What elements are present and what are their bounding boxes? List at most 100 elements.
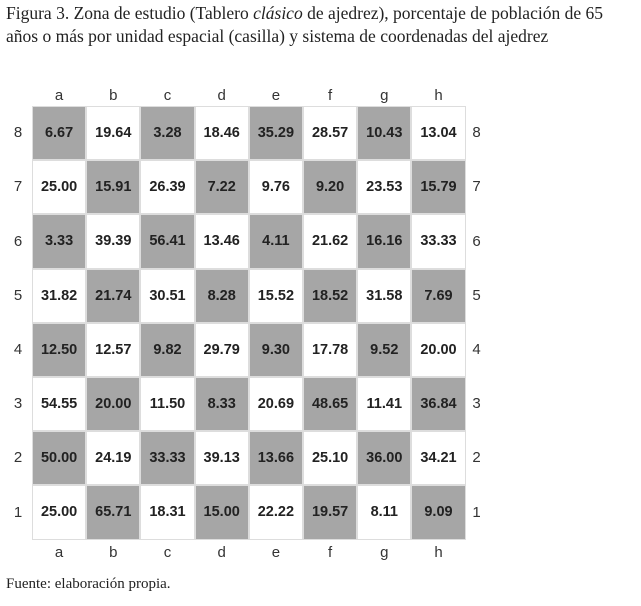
row-label: 2 xyxy=(472,449,481,467)
board-cell: 22.22 xyxy=(248,485,303,540)
column-label: a xyxy=(54,87,64,104)
board-cell: 36.00 xyxy=(357,431,412,486)
board-cell: 33.33 xyxy=(411,214,466,269)
board-cell: 31.58 xyxy=(357,268,412,323)
board-cell: 11.50 xyxy=(140,377,195,432)
board-cell: 7.22 xyxy=(194,160,249,215)
row-label: 3 xyxy=(472,395,481,413)
board-cell: 20.00 xyxy=(411,322,466,377)
column-label: g xyxy=(380,87,389,104)
board-cell: 21.62 xyxy=(303,214,358,269)
board-cell: 56.41 xyxy=(140,214,195,269)
row-label: 7 xyxy=(13,178,23,196)
board-cell: 17.78 xyxy=(303,322,358,377)
column-label: c xyxy=(163,87,172,104)
column-label: b xyxy=(109,543,118,561)
board-cell: 34.21 xyxy=(411,431,466,486)
column-label: d xyxy=(217,87,226,104)
board-cell: 39.39 xyxy=(86,214,141,269)
board-cell: 9.09 xyxy=(411,485,466,540)
board-cell: 9.76 xyxy=(248,160,303,215)
row-label: 6 xyxy=(13,232,23,250)
source-note: Fuente: elaboración propia. xyxy=(6,576,171,592)
board-cell: 24.19 xyxy=(86,431,141,486)
board-cell: 10.43 xyxy=(357,106,412,161)
board-cell: 33.33 xyxy=(140,431,195,486)
board-cell: 7.69 xyxy=(411,268,466,323)
column-label: h xyxy=(434,87,443,104)
board-cell: 3.28 xyxy=(140,106,195,161)
board-cell: 48.65 xyxy=(303,377,358,432)
figure-caption: Figura 3. Zona de estudio (Tablero clási… xyxy=(6,2,636,48)
board-cell: 13.66 xyxy=(248,431,303,486)
board-cell: 25.00 xyxy=(32,485,87,540)
board-cell: 4.11 xyxy=(248,214,303,269)
board-cell: 54.55 xyxy=(32,377,87,432)
board-cell: 13.46 xyxy=(194,214,249,269)
board-cell: 13.04 xyxy=(411,106,466,161)
board-cell: 19.64 xyxy=(86,106,141,161)
row-label: 8 xyxy=(472,124,481,142)
board-cell: 30.51 xyxy=(140,268,195,323)
board-cell: 6.67 xyxy=(32,106,87,161)
board-cell: 23.53 xyxy=(357,160,412,215)
row-label: 3 xyxy=(13,395,23,413)
board-cell: 15.52 xyxy=(248,268,303,323)
board-cell: 15.91 xyxy=(86,160,141,215)
row-label: 2 xyxy=(13,449,23,467)
board-cell: 21.74 xyxy=(86,268,141,323)
row-label: 4 xyxy=(13,340,23,358)
board-cell: 18.46 xyxy=(194,106,249,161)
column-label: f xyxy=(328,543,333,561)
board-cell: 25.00 xyxy=(32,160,87,215)
row-label: 4 xyxy=(472,340,481,358)
board-cell: 15.00 xyxy=(194,485,249,540)
row-label: 8 xyxy=(13,124,23,142)
board-cell: 39.13 xyxy=(194,431,249,486)
board-cell: 9.82 xyxy=(140,322,195,377)
board-cell: 28.57 xyxy=(303,106,358,161)
board-cell: 9.52 xyxy=(357,322,412,377)
board-cell: 29.79 xyxy=(194,322,249,377)
row-label: 1 xyxy=(472,503,481,521)
column-label: f xyxy=(328,87,333,104)
board-cell: 9.20 xyxy=(303,160,358,215)
column-label: d xyxy=(217,543,226,561)
caption-italic: clásico xyxy=(253,3,303,23)
board-cell: 36.84 xyxy=(411,377,466,432)
board-cell: 26.39 xyxy=(140,160,195,215)
board-cell: 16.16 xyxy=(357,214,412,269)
board-cell: 18.52 xyxy=(303,268,358,323)
board-cell: 8.33 xyxy=(194,377,249,432)
caption-text: Figura 3. Zona de estudio (Tablero xyxy=(6,3,254,23)
board-cell: 25.10 xyxy=(303,431,358,486)
board-cell: 35.29 xyxy=(248,106,303,161)
board-cell: 12.50 xyxy=(32,322,87,377)
board-cell: 19.57 xyxy=(303,485,358,540)
row-label: 6 xyxy=(472,232,481,250)
column-label: g xyxy=(380,543,389,561)
board-cell: 20.00 xyxy=(86,377,141,432)
board-cell: 15.79 xyxy=(411,160,466,215)
board-cell: 18.31 xyxy=(140,485,195,540)
board-cell: 8.11 xyxy=(357,485,412,540)
board-cell: 9.30 xyxy=(248,322,303,377)
board-cell: 31.82 xyxy=(32,268,87,323)
column-label: e xyxy=(271,543,281,561)
board-cell: 3.33 xyxy=(32,214,87,269)
board-cell: 12.57 xyxy=(86,322,141,377)
column-label: a xyxy=(54,543,64,561)
row-label: 5 xyxy=(13,286,23,304)
column-label: e xyxy=(271,87,281,104)
board-cell: 11.41 xyxy=(357,377,412,432)
column-label: h xyxy=(434,543,443,561)
caption-text: de ajedrez), porcentaje de población de … xyxy=(6,3,603,46)
board-cell: 50.00 xyxy=(32,431,87,486)
board-cell: 65.71 xyxy=(86,485,141,540)
board-cell: 8.28 xyxy=(194,268,249,323)
board-cell: 20.69 xyxy=(248,377,303,432)
column-label: b xyxy=(109,87,118,104)
row-label: 1 xyxy=(13,503,23,521)
